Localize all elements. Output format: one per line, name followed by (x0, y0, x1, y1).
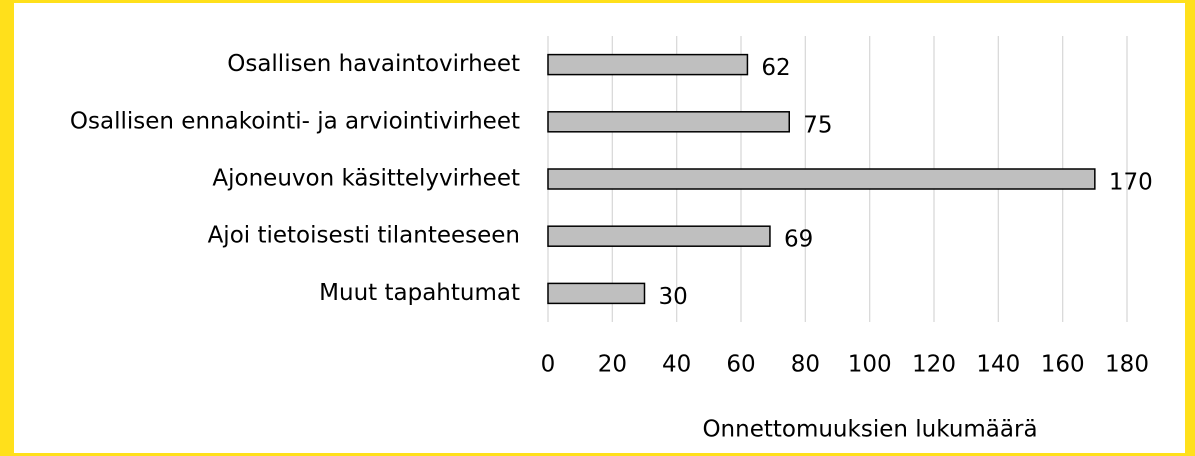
bar (547, 168, 1096, 190)
data-label: 75 (803, 112, 832, 138)
x-tick-label: 140 (976, 352, 1020, 378)
bar (547, 53, 749, 76)
y-tick-label: Osallisen ennakointi- ja arviointivirhee… (70, 108, 520, 134)
x-tick-label: 120 (912, 352, 956, 378)
y-tick-label: Ajoneuvon käsittelyvirheet (212, 166, 520, 192)
x-tick-label: 100 (848, 352, 892, 378)
y-tick-label: Ajoi tietoisesti tilanteeseen (208, 223, 520, 249)
bar (547, 225, 771, 247)
x-tick-label: 40 (662, 352, 691, 378)
data-label: 30 (659, 284, 688, 310)
x-tick-label: 80 (791, 352, 820, 378)
x-tick-label: 160 (1041, 352, 1085, 378)
y-tick-label: Muut tapahtumat (319, 280, 520, 306)
data-label: 62 (761, 55, 790, 81)
x-tick-label: 0 (541, 352, 556, 378)
x-tick-label: 60 (726, 352, 755, 378)
y-tick-label: Osallisen havaintovirheet (227, 51, 520, 77)
data-label: 170 (1109, 170, 1153, 196)
bar (547, 282, 646, 305)
x-axis-label: Onnettomuuksien lukumäärä (702, 417, 1037, 443)
data-label: 69 (784, 227, 813, 253)
x-tick-label: 180 (1105, 352, 1149, 378)
bar (547, 111, 790, 133)
x-tick-label: 20 (598, 352, 627, 378)
